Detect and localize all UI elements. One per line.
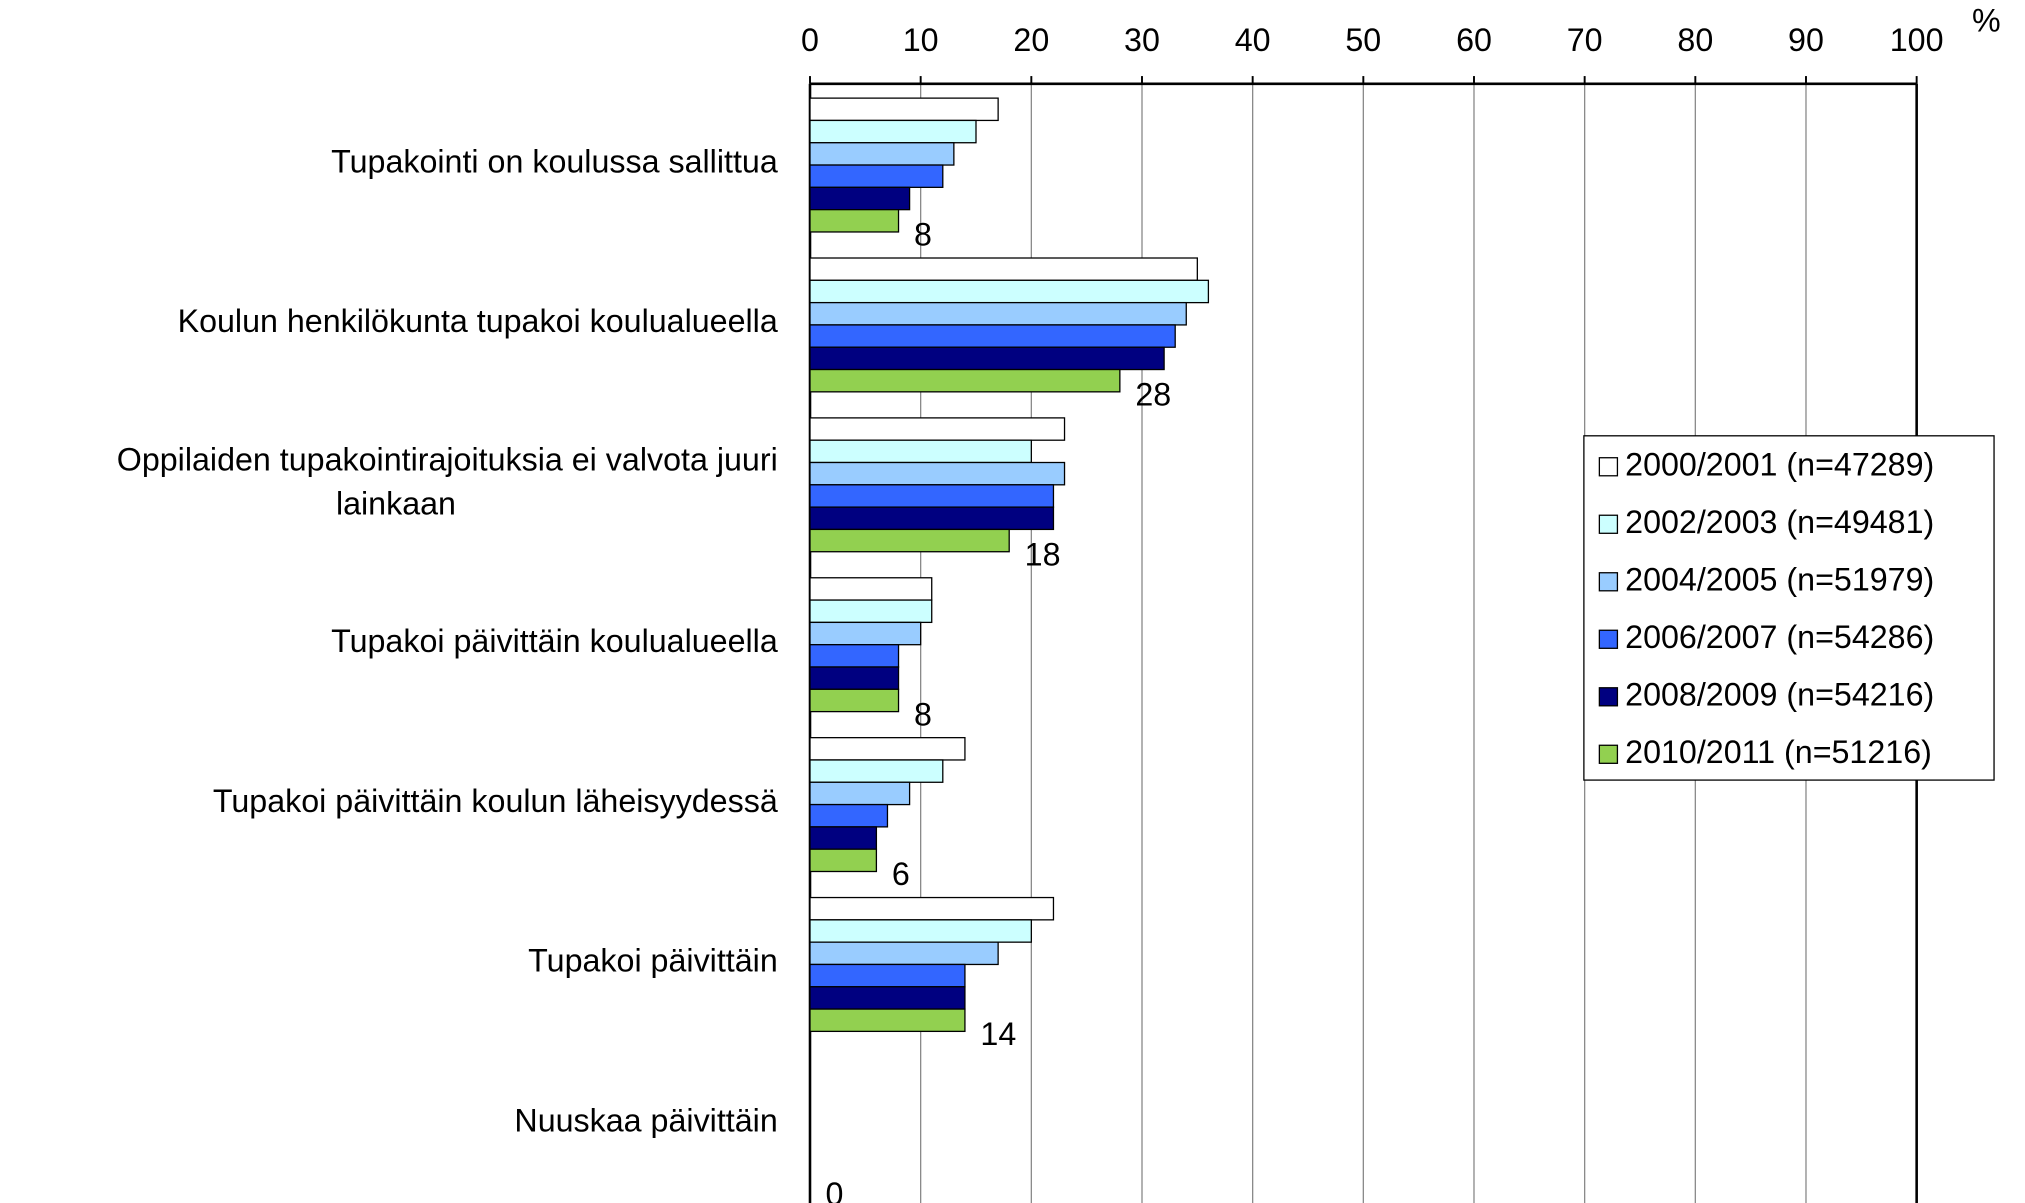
bar [809, 919, 1032, 943]
data-label: 8 [914, 217, 932, 253]
legend-label: 2006/2007 (n=54286) [1625, 619, 1934, 655]
category-label: Tupakointi on koulussa sallittua [331, 143, 778, 179]
x-tick-label: 60 [1456, 22, 1492, 58]
x-tick-label: 90 [1788, 22, 1824, 58]
category-label: Tupakoi päivittäin koulualueella [331, 623, 778, 659]
unit-label: % [1972, 3, 2001, 39]
bar [809, 417, 1066, 441]
x-tick-label: 70 [1567, 22, 1603, 58]
legend-swatch [1598, 514, 1619, 534]
x-tick-label: 50 [1345, 22, 1381, 58]
bar [809, 781, 911, 806]
data-label: 18 [1025, 536, 1061, 572]
category-label: Tupakoi päivittäin [528, 943, 778, 979]
x-tick-label: 10 [903, 22, 939, 58]
bar [809, 164, 944, 188]
legend-label: 2002/2003 (n=49481) [1625, 504, 1934, 540]
bar [809, 142, 955, 166]
data-label: 14 [980, 1016, 1016, 1052]
bar [809, 599, 933, 624]
legend-label: 2008/2009 (n=54216) [1625, 676, 1934, 712]
bar [809, 484, 1055, 508]
bar [809, 119, 977, 144]
bar [809, 209, 900, 233]
bar [809, 848, 878, 873]
legend-swatch [1598, 744, 1619, 764]
legend-label: 2004/2005 (n=51979) [1625, 561, 1934, 597]
legend-box [1583, 435, 1995, 781]
bar [809, 737, 966, 761]
category-label: Nuuskaa päivittäin [514, 1103, 777, 1139]
bar [809, 301, 1187, 326]
legend-swatch [1598, 457, 1619, 477]
data-label: 6 [892, 856, 910, 892]
bar [809, 986, 966, 1010]
legend-swatch [1598, 629, 1619, 649]
bar [809, 759, 944, 783]
bar [809, 506, 1055, 531]
bar [809, 941, 999, 966]
legend-label: 2000/2001 (n=47289) [1625, 446, 1934, 482]
data-label: 28 [1135, 377, 1171, 413]
bar [809, 963, 966, 988]
bar [809, 666, 900, 690]
x-tick-label: 20 [1013, 22, 1049, 58]
bar [809, 186, 911, 211]
bar [809, 279, 1210, 304]
x-tick-label: 40 [1235, 22, 1271, 58]
bar [809, 803, 889, 828]
bar [809, 826, 878, 850]
x-tick-label: 0 [801, 22, 819, 58]
data-label: 0 [825, 1176, 843, 1203]
bar [809, 461, 1066, 486]
x-tick-label: 30 [1124, 22, 1160, 58]
bar [809, 621, 922, 646]
bar [809, 346, 1165, 371]
bar [809, 644, 900, 668]
legend-swatch [1598, 687, 1619, 707]
bar [809, 97, 999, 122]
bar [809, 528, 1010, 553]
category-label: Oppilaiden tupakointirajoituksia ei valv… [117, 441, 778, 521]
bar [809, 1008, 966, 1033]
category-label: Koulun henkilökunta tupakoi koulualueell… [178, 303, 778, 339]
legend-swatch [1598, 572, 1619, 592]
bar [809, 577, 933, 601]
bar [809, 896, 1055, 921]
bar [809, 688, 900, 713]
legend-label: 2010/2011 (n=51216) [1625, 734, 1932, 770]
category-label: Tupakoi päivittäin koulun läheisyydessä [213, 783, 778, 819]
bar [809, 439, 1032, 464]
bar [809, 257, 1198, 281]
x-tick-label: 100 [1890, 22, 1944, 58]
x-tick-label: 80 [1677, 22, 1713, 58]
bar [809, 368, 1121, 393]
bar [809, 324, 1176, 348]
data-label: 8 [914, 696, 932, 732]
